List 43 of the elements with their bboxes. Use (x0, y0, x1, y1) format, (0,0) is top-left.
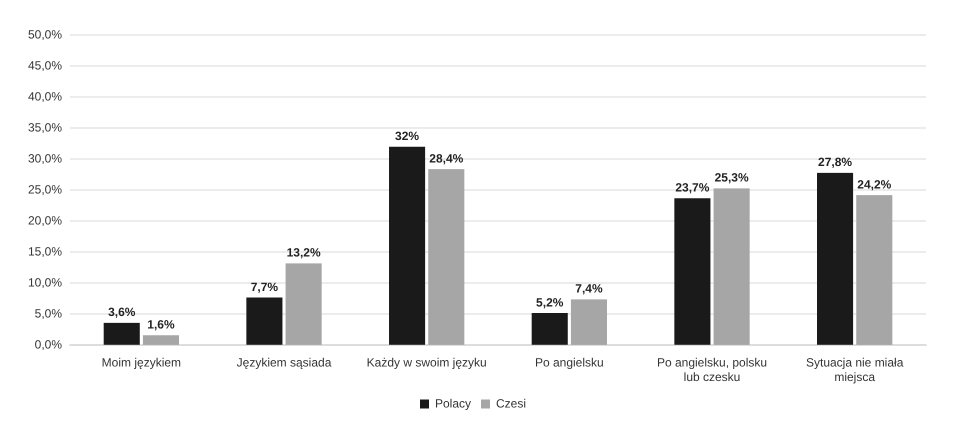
bar (142, 335, 180, 345)
bar (104, 322, 140, 345)
y-tick-label: 25,0% (28, 182, 62, 197)
y-tick-label: 45,0% (28, 58, 62, 73)
x-tick-label: Każdy w swoim języku (366, 356, 487, 370)
data-label: 27,8% (818, 155, 852, 170)
y-tick-label: 35,0% (28, 120, 62, 135)
data-label: 5,2% (536, 295, 564, 310)
x-tick-label: Sytuacja nie miała miejsca (806, 356, 904, 384)
bar (428, 169, 464, 345)
x-tick-label: Moim językiem (102, 356, 182, 370)
y-tick-label: 5,0% (34, 306, 62, 321)
data-label: 13,2% (286, 246, 321, 260)
data-label: 7,4% (575, 282, 603, 296)
y-tick-label: 15,0% (28, 244, 62, 259)
data-label: 28,4% (429, 151, 464, 166)
data-label: 32% (395, 129, 420, 144)
bar (674, 198, 710, 345)
bar (714, 188, 750, 345)
bar (856, 195, 892, 345)
bar (246, 297, 282, 345)
data-label: 23,7% (675, 180, 710, 195)
y-tick-label: 50,0% (28, 28, 62, 42)
x-tick-label: Po angielsku, polsku lub czesku (656, 356, 768, 384)
bar (817, 172, 854, 345)
y-tick-label: 20,0% (28, 214, 62, 228)
data-label: 1,6% (147, 318, 175, 332)
legend-label: Czesi (496, 396, 526, 410)
data-label: 25,3% (714, 170, 749, 185)
y-tick-label: 30,0% (28, 152, 62, 166)
bar (286, 263, 322, 345)
y-tick-label: 10,0% (28, 276, 62, 290)
bar (570, 299, 608, 345)
x-tick-label: Po angielsku (534, 356, 604, 370)
data-label: 7,7% (250, 280, 278, 294)
data-label: 24,2% (857, 177, 892, 192)
data-label: 3,6% (108, 305, 136, 320)
legend-label: Polacy (434, 396, 472, 410)
x-tick-label: Językiem sąsiada (236, 356, 332, 370)
bar (389, 146, 426, 345)
y-tick-label: 40,0% (28, 90, 62, 104)
bar (532, 312, 568, 345)
y-tick-label: 0,0% (34, 338, 62, 352)
